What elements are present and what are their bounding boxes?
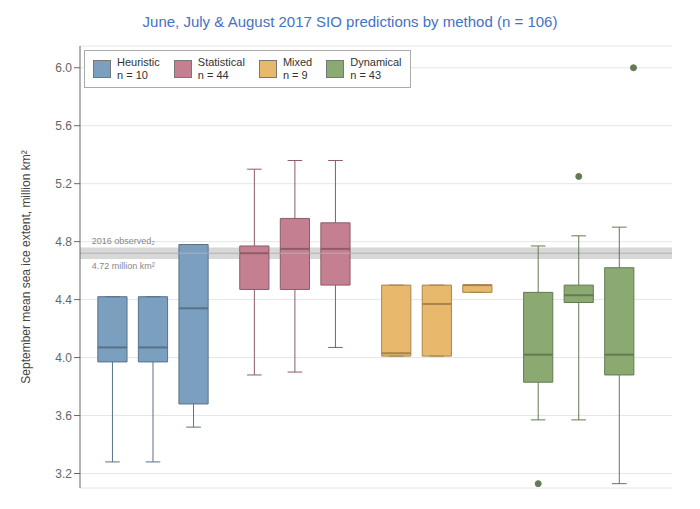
svg-text:3.6: 3.6 [55,409,72,423]
svg-text:September mean sea ice extent,: September mean sea ice extent, million k… [19,150,33,383]
svg-text:5.2: 5.2 [55,177,72,191]
svg-text:2016 observed₂: 2016 observed₂ [92,236,156,246]
html-text:Dynamical: Dynamical [350,56,402,68]
html-text:n = 43: n = 43 [350,69,382,81]
html-text:n = 44: n = 44 [197,69,229,81]
svg-text:6.0: 6.0 [55,61,72,75]
html-text:Mixed: Mixed [282,56,313,68]
svg-text:4.4: 4.4 [55,293,72,307]
html-text:Heuristic: Heuristic [117,56,160,68]
html-text:June, July & August 2017 SIO p: June, July & August 2017 SIO predictions… [142,13,558,30]
html-text:n = 10: n = 10 [117,69,148,81]
svg-text:3.2: 3.2 [55,467,72,481]
svg-text:5.6: 5.6 [55,119,72,133]
svg-text:4.0: 4.0 [55,351,72,365]
svg-text:4.72 million km²: 4.72 million km² [92,261,155,271]
svg-text:4.8: 4.8 [55,235,72,249]
html-text:Statistical: Statistical [197,56,245,68]
html-text:n = 9: n = 9 [282,69,308,81]
